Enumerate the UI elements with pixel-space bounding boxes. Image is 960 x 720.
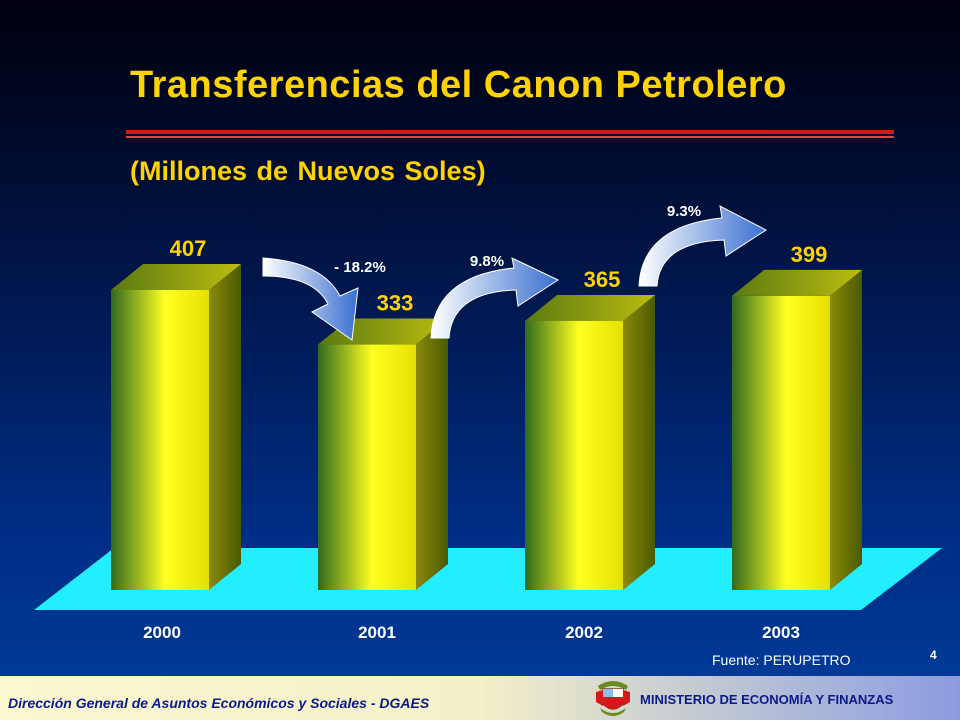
growth-arrow — [262, 257, 359, 341]
bar-2003 — [732, 269, 862, 590]
chart-floor — [34, 548, 942, 610]
value-label: 407 — [170, 236, 207, 261]
bar-2000 — [111, 264, 241, 590]
value-label: 399 — [791, 242, 828, 267]
category-label: 2002 — [565, 623, 603, 642]
bar-side — [416, 318, 448, 590]
page-subtitle: (Millones de Nuevos Soles) — [130, 156, 486, 186]
footer-ministry: MINISTERIO DE ECONOMÍA Y FINANZAS — [640, 692, 894, 707]
growth-label: 9.3% — [667, 203, 701, 220]
bar-side — [209, 264, 241, 590]
bar-top — [732, 269, 862, 296]
bar-2002 — [525, 294, 655, 590]
bar-top — [525, 294, 655, 321]
bar-front — [111, 290, 209, 590]
value-label: 365 — [584, 267, 621, 292]
category-label: 2001 — [358, 623, 396, 642]
coat-of-arms-icon — [596, 681, 630, 716]
title-underline — [126, 130, 894, 139]
bar-side — [623, 294, 655, 590]
footer-bar: Dirección General de Asuntos Económicos … — [0, 676, 960, 720]
bar-2001 — [318, 318, 448, 590]
bar-front — [318, 344, 416, 590]
page-number: 4 — [930, 648, 937, 662]
category-label: 2003 — [762, 623, 800, 642]
growth-label: - 18.2% — [334, 259, 386, 276]
source-note: Fuente: PERUPETRO — [712, 652, 851, 668]
footer-department: Dirección General de Asuntos Económicos … — [8, 695, 430, 711]
bar-chart: 407 2000 333 2001 365 2002 399 2003 - 18.2% 9.8% 9… — [34, 203, 942, 642]
bar-front — [732, 295, 830, 590]
growth-arrow — [638, 205, 767, 287]
category-label: 2000 — [143, 623, 181, 642]
value-label: 333 — [377, 291, 414, 316]
bar-top — [111, 264, 241, 290]
bar-front — [525, 320, 623, 590]
growth-arrow — [430, 257, 560, 339]
page-title: Transferencias del Canon Petrolero — [130, 64, 787, 106]
growth-label: 9.8% — [470, 253, 504, 270]
bar-side — [830, 269, 862, 590]
